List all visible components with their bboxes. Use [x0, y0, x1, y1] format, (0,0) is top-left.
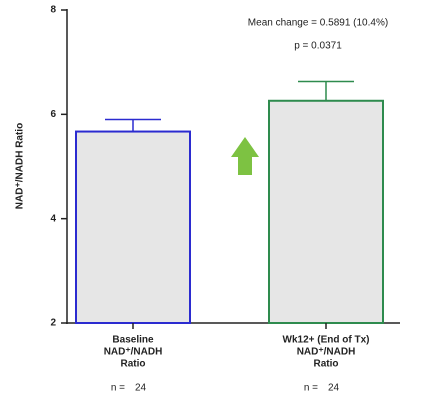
y-tick-label: 2	[50, 318, 56, 329]
y-tick-label: 4	[50, 213, 56, 224]
x-tick-label: Ratio	[314, 359, 339, 370]
increase-arrow	[231, 137, 259, 175]
x-tick-label: NAD⁺/NADH	[297, 347, 356, 358]
sample-size-value: 24	[328, 383, 340, 394]
x-tick-label: Wk12+ (End of Tx)	[283, 335, 370, 346]
y-tick-label: 6	[50, 109, 56, 120]
sample-size-value: 24	[135, 383, 147, 394]
x-tick-label: Ratio	[121, 359, 146, 370]
bar	[268, 99, 384, 324]
y-tick-label: 8	[50, 5, 56, 16]
x-tick-label: NAD⁺/NADH	[104, 347, 163, 358]
sample-size-label: n =	[111, 383, 125, 394]
annotation: Mean change = 0.5891 (10.4%)	[248, 18, 388, 29]
sample-size-label: n =	[304, 383, 318, 394]
bar	[75, 130, 191, 324]
x-tick-label: Baseline	[112, 335, 154, 346]
y-axis-label: NAD⁺/NADH Ratio	[15, 123, 26, 209]
annotation: p = 0.0371	[294, 41, 342, 52]
